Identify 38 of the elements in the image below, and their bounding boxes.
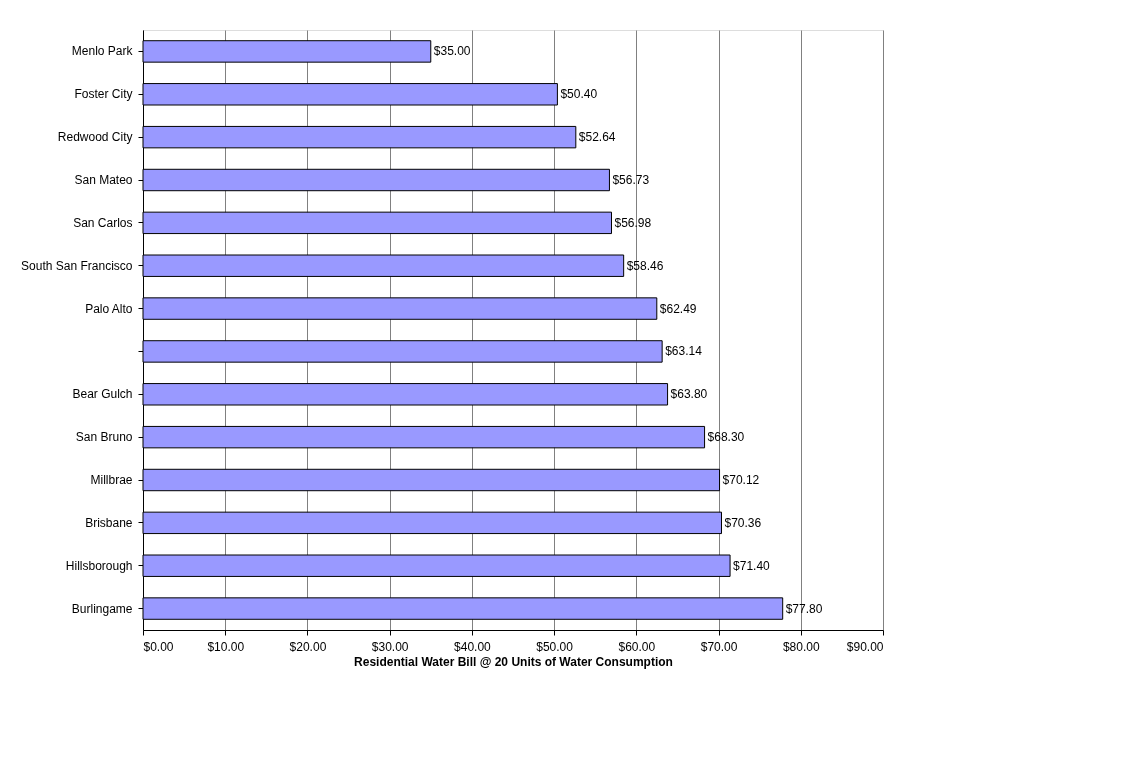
x-tick-label: $80.00 xyxy=(782,639,820,654)
y-tick-label: Bear Gulch xyxy=(72,387,133,402)
data-label: $56.73 xyxy=(612,173,650,187)
data-label: $68.30 xyxy=(707,430,745,445)
data-label: $70.36 xyxy=(724,515,762,530)
data-label: $52.64 xyxy=(578,130,616,145)
x-tick-label: $30.00 xyxy=(371,639,409,654)
data-label: $62.49 xyxy=(659,301,697,316)
y-tick-label: Burlingame xyxy=(71,601,133,616)
x-tick-label: $90.00 xyxy=(846,639,884,654)
data-label: $63.14 xyxy=(665,344,703,359)
y-tick-label: Millbrae xyxy=(90,473,133,487)
x-tick-label: $50.00 xyxy=(536,639,574,654)
data-label: $35.00 xyxy=(433,44,471,59)
y-tick-label: Brisbane xyxy=(85,515,133,530)
x-tick-label: $20.00 xyxy=(289,639,327,654)
x-tick-label: $0.00 xyxy=(143,639,174,654)
y-tick-label: San Mateo xyxy=(74,173,133,187)
data-label: $50.40 xyxy=(560,87,598,102)
y-tick-label: Foster City xyxy=(74,87,133,102)
y-tick-label: Redwood City xyxy=(57,130,133,145)
y-tick-label: Palo Alto xyxy=(85,301,133,316)
y-tick-label: San Carlos xyxy=(73,215,133,230)
data-label: $56.98 xyxy=(614,215,652,230)
x-tick-label: $70.00 xyxy=(700,639,738,654)
data-label: $70.12 xyxy=(722,473,760,487)
x-tick-label: $60.00 xyxy=(618,639,656,654)
data-label: $58.46 xyxy=(626,258,664,273)
y-tick-label: Hillsborough xyxy=(65,558,133,573)
y-tick-label: Menlo Park xyxy=(71,44,134,59)
data-label: $77.80 xyxy=(785,601,823,616)
data-label: $71.40 xyxy=(733,558,771,573)
y-tick-label: South San Francisco xyxy=(21,258,133,273)
y-tick-label: San Bruno xyxy=(75,430,133,445)
data-label: $63.80 xyxy=(670,387,708,402)
x-tick-label: $10.00 xyxy=(207,639,245,654)
x-axis-title: Residential Water Bill @ 20 Units of Water Consumption xyxy=(354,654,673,669)
x-tick-label: $40.00 xyxy=(454,639,492,654)
